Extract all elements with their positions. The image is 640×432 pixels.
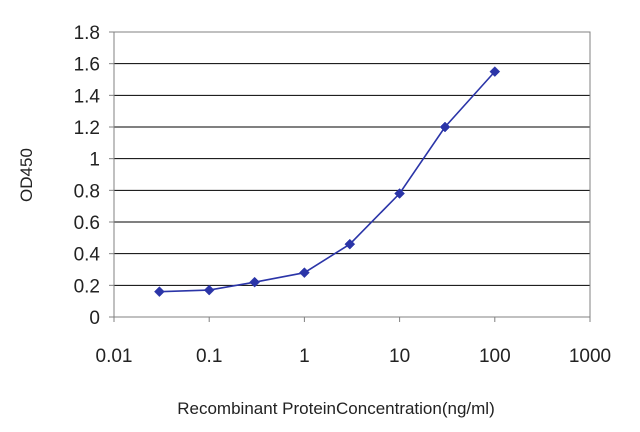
data-point — [439, 121, 451, 133]
x-axis-title: Recombinant ProteinConcentration(ng/ml) — [177, 399, 495, 418]
data-point — [394, 188, 405, 199]
series — [154, 66, 501, 298]
data-point — [203, 284, 215, 296]
x-tick-label: 0.01 — [96, 346, 133, 367]
y-tick-label: 0.4 — [74, 245, 101, 266]
x-tick-label: 100 — [479, 346, 511, 367]
y-tick-label: 1.4 — [74, 86, 101, 107]
y-tick-label: 1 — [89, 150, 100, 171]
data-point — [299, 267, 310, 279]
data-point — [489, 66, 501, 77]
y-tick-label: 0.2 — [74, 276, 100, 297]
y-tick-label: 0.8 — [74, 181, 100, 202]
plot-area — [113, 31, 591, 318]
y-tick-label: 1.8 — [74, 23, 100, 44]
x-tick-label: 0.1 — [196, 346, 222, 367]
x-tick-label: 1000 — [569, 346, 611, 367]
series-line — [159, 71, 496, 293]
y-tick-label: 0.6 — [74, 213, 100, 234]
axes — [109, 31, 591, 322]
y-tick-label: 1.2 — [74, 118, 100, 139]
x-tick-label: 1 — [299, 346, 310, 367]
x-tick-label: 10 — [389, 346, 410, 367]
data-point — [344, 238, 356, 250]
y-tick-label: 1.6 — [74, 55, 100, 76]
tick-labels: 0 0.2 0.4 0.6 0.8 1 1.2 1.4 1.6 1.8 0.01 0.1 1 10 100 1… — [74, 23, 612, 367]
y-tick-label: 0 — [89, 308, 100, 329]
y-axis-title: OD450 — [17, 148, 36, 202]
data-point — [154, 286, 165, 298]
data-point — [249, 276, 260, 288]
